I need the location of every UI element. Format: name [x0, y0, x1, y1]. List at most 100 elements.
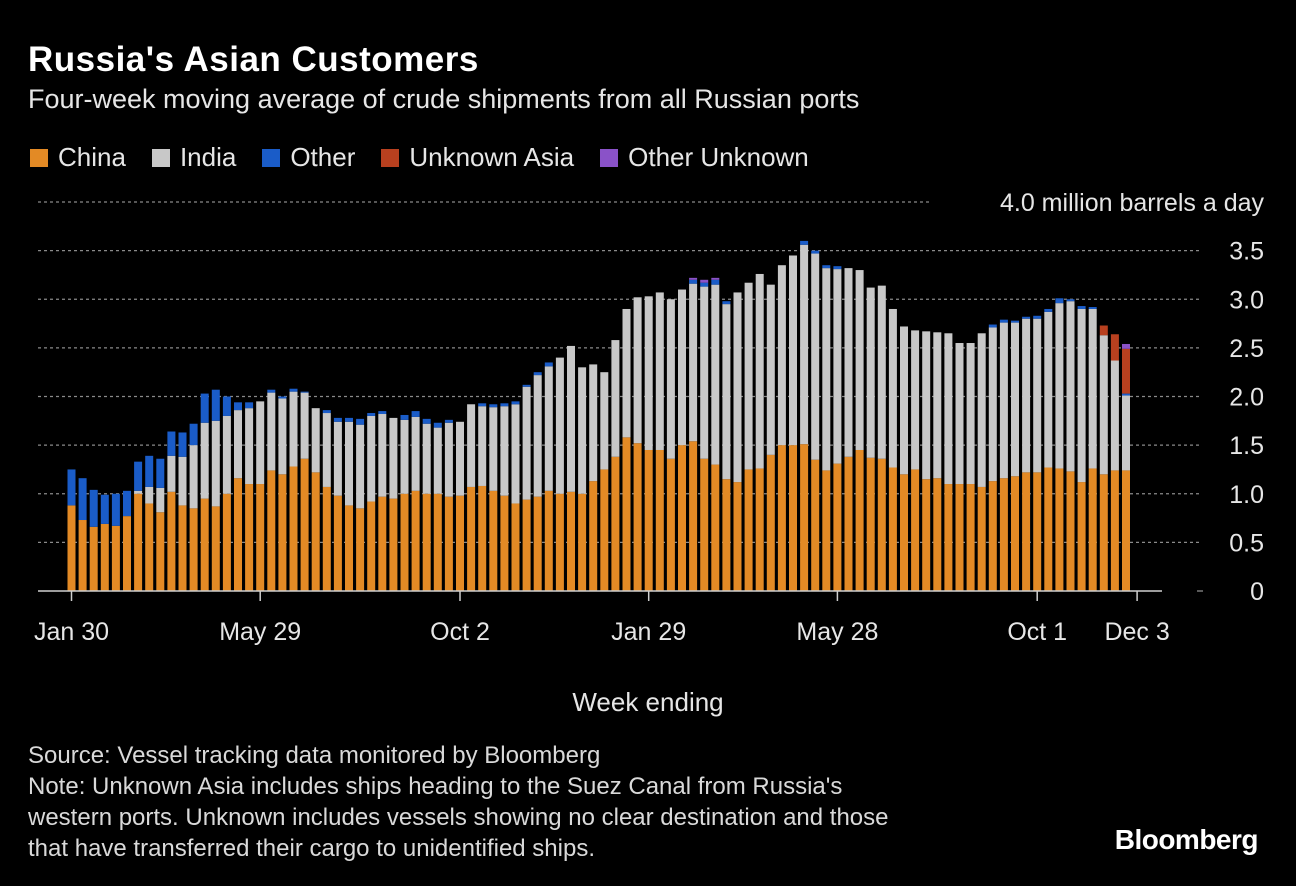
bar-stack [755, 273, 764, 591]
bar-segment-china [833, 463, 842, 591]
bar-segment-china [589, 481, 598, 591]
bar-segment-india [345, 421, 353, 506]
bar-segment-other [433, 422, 442, 428]
bar-segment-other [322, 410, 331, 414]
bar-segment-china [644, 449, 653, 591]
bar-segment-china [245, 484, 254, 591]
bar-segment-china [345, 505, 353, 591]
bar-stack [977, 333, 986, 591]
y-tick-label: 2.5 [1229, 335, 1264, 363]
bar-stack [700, 279, 709, 591]
bar-segment-china [123, 516, 131, 591]
x-tick-label: Oct 2 [430, 618, 490, 646]
y-tick-label: 1.5 [1229, 432, 1264, 460]
x-axis [38, 590, 1162, 601]
bar-segment-india [966, 343, 975, 485]
legend-item-other: Other [262, 142, 355, 173]
bar-segment-other [533, 372, 542, 376]
bar-stack [999, 319, 1008, 591]
bar-segment-india [800, 244, 809, 445]
unit-label: 4.0 million barrels a day [1000, 189, 1265, 217]
bar-stack [67, 469, 76, 591]
bar-stack [178, 432, 187, 591]
bar-stack [378, 411, 387, 591]
bar-segment-other [1066, 299, 1075, 302]
bar-stack [689, 277, 698, 591]
bar-segment-china [156, 512, 165, 591]
bar-segment-china [800, 444, 809, 591]
bar-segment-china [911, 469, 920, 591]
bar-segment-china [389, 498, 398, 591]
bar-segment-india [555, 357, 564, 494]
bar-segment-china [433, 493, 442, 591]
bar-segment-india [200, 422, 209, 499]
bar-segment-other [278, 396, 287, 399]
bar-stack [766, 284, 775, 591]
bar-segment-india [1011, 322, 1019, 477]
bar-stack [600, 372, 609, 591]
bar-segment-china [1022, 472, 1031, 591]
bar-segment-china [988, 481, 997, 591]
bar-segment-other [411, 411, 420, 417]
bar-stack [522, 384, 531, 591]
bar-segment-other [511, 401, 520, 405]
bar-segment-india [267, 392, 276, 471]
bar-segment-india [389, 417, 398, 499]
bar-segment-india [777, 265, 786, 446]
bar-segment-china [777, 445, 786, 591]
bar-segment-unknown-asia [1122, 348, 1130, 394]
bar-segment-china [234, 478, 242, 591]
bar-segment-other [300, 391, 309, 393]
bar-stack [456, 421, 464, 591]
bar-stack [78, 478, 87, 591]
bar-stack [877, 285, 886, 591]
bar-segment-china [322, 486, 331, 591]
footer: Source: Vessel tracking data monitored b… [28, 740, 888, 864]
bar-stack [478, 403, 487, 591]
bar-segment-china [267, 470, 276, 591]
bar-segment-other [78, 478, 87, 521]
bar-segment-other [378, 411, 387, 415]
bar-segment-other [145, 455, 154, 487]
bar-stack [156, 458, 165, 591]
bar-stack [800, 240, 809, 591]
bar-segment-india [411, 416, 420, 491]
bar-segment-china [1066, 471, 1075, 591]
bar-segment-china [422, 493, 431, 591]
note-line-3: that have transferred their cargo to uni… [28, 835, 595, 862]
bar-stack [356, 418, 365, 591]
bar-segment-china [367, 501, 376, 591]
bar-segment-other [422, 418, 431, 424]
bar-segment-other [123, 490, 131, 517]
bar-segment-china [844, 456, 853, 591]
bar-stack [467, 404, 476, 591]
bar-stack [822, 265, 831, 591]
y-tick-label: 3.0 [1229, 286, 1264, 314]
bar-segment-china [378, 496, 387, 591]
bar-segment-india [678, 289, 686, 446]
bar-segment-india [866, 287, 875, 458]
bar-segment-china [333, 495, 342, 591]
bar-segment-china [888, 467, 897, 591]
bar-segment-india [211, 420, 220, 507]
bar-segment-china [222, 493, 231, 591]
bar-segment-other [444, 419, 453, 423]
bar-segment-other [822, 265, 831, 269]
legend-swatch-india [151, 148, 170, 167]
bar-segment-other [345, 417, 353, 422]
bar-segment-india [300, 392, 309, 459]
bar-segment-india [478, 406, 487, 486]
bar-stack [555, 357, 564, 591]
bar-segment-china [789, 445, 797, 591]
bar-segment-china [500, 495, 509, 591]
bar-segment-china [356, 508, 365, 591]
bar-segment-china [278, 474, 287, 591]
bar-segment-china [567, 491, 575, 591]
bar-segment-india [833, 269, 842, 464]
bar-segment-china [678, 445, 686, 591]
bar-stack [622, 308, 631, 591]
bar-segment-other [833, 266, 842, 270]
bar-segment-other [245, 402, 254, 409]
bar-chart: 0 0.5 1.0 1.5 2.0 2.5 3.0 3.5 4.0 million barrel… [34, 189, 1265, 717]
bar-segment-china [1099, 474, 1108, 591]
